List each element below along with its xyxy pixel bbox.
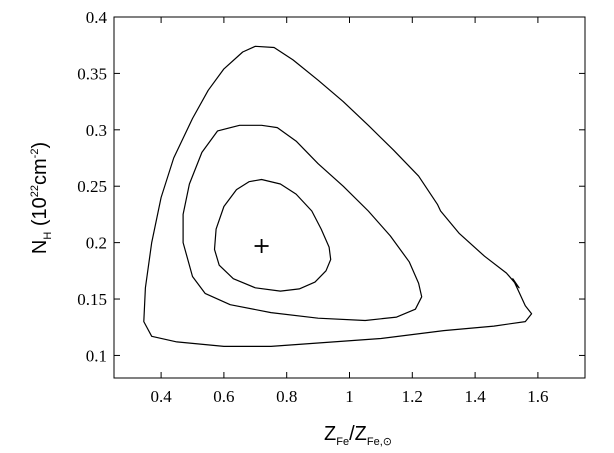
y-tick-label: 0.3: [86, 121, 107, 140]
y-tick-label: 0.35: [77, 64, 107, 83]
x-axis-ticks: 0.4 0.6 0.8 1 1.2 1.4 1.6: [150, 17, 549, 406]
x-tick-label: 0.4: [150, 387, 172, 406]
x-tick-label: 1: [345, 387, 354, 406]
best-fit-marker: [254, 239, 269, 254]
plot-frame: [113, 16, 586, 379]
y-axis-label: NH (1022cm-2): [29, 142, 54, 254]
x-tick-label: 0.8: [276, 387, 297, 406]
x-tick-label: 1.2: [402, 387, 423, 406]
y-tick-label: 0.2: [86, 234, 107, 253]
contour-outer: [143, 45, 533, 347]
x-tick-label: 0.6: [213, 387, 234, 406]
x-tick-label: 1.6: [527, 387, 548, 406]
contour-inner: [213, 178, 332, 292]
confidence-contours: [143, 45, 533, 347]
x-axis-label: ZFe/ZFe,⊙: [324, 423, 392, 448]
y-tick-label: 0.4: [86, 8, 108, 27]
y-tick-label: 0.1: [86, 346, 107, 365]
x-tick-label: 1.4: [464, 387, 486, 406]
y-tick-label: 0.25: [77, 177, 107, 196]
y-tick-label: 0.15: [77, 290, 107, 309]
y-axis-ticks: 0.1 0.15 0.2 0.25 0.3 0.35 0.4: [77, 8, 585, 365]
contour-middle: [182, 124, 423, 322]
